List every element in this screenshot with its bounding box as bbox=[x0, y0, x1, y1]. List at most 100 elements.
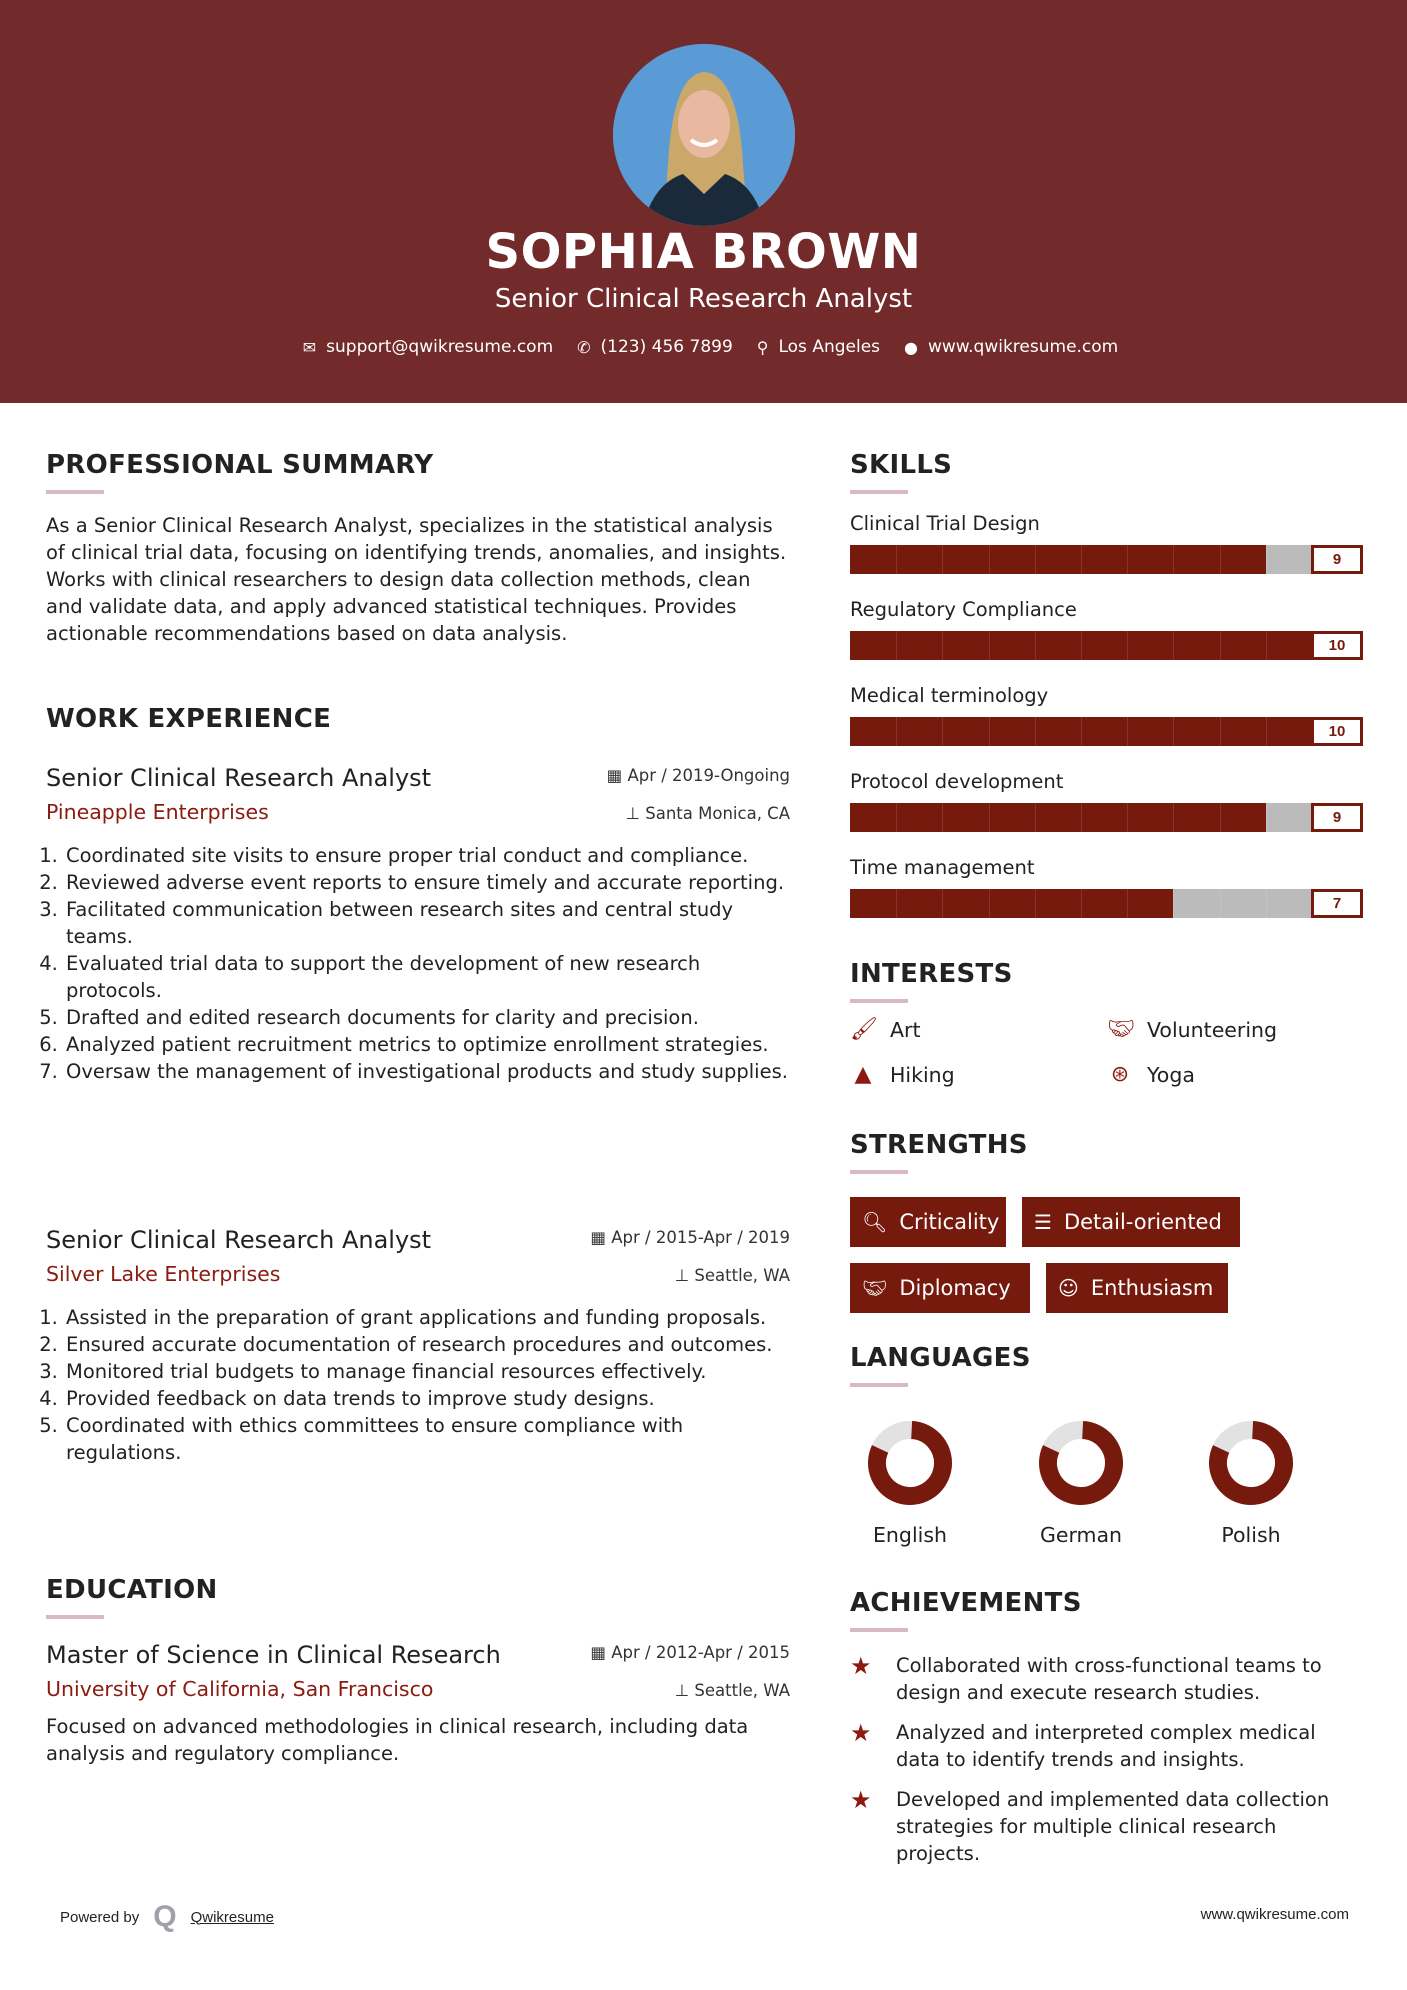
experience-section: WORK EXPERIENCE bbox=[46, 704, 790, 734]
calendar-icon: ▦ bbox=[606, 766, 628, 785]
bullet-item: Oversaw the management of investigationa… bbox=[64, 1058, 790, 1085]
bar-segment-divider bbox=[1081, 803, 1082, 832]
achievement-text: Developed and implemented data collectio… bbox=[896, 1788, 1330, 1865]
interest-hiking: ▲ Hiking bbox=[850, 1062, 955, 1087]
bar-segment-divider bbox=[988, 545, 990, 574]
bullet-item: Coordinated site visits to ensure proper… bbox=[64, 842, 790, 869]
bar-fill bbox=[850, 631, 1312, 660]
bar-segment-divider bbox=[1127, 803, 1129, 832]
bar-segment-divider bbox=[1265, 717, 1267, 746]
bar-segment-divider bbox=[1265, 631, 1267, 660]
bar-segment-divider bbox=[1219, 717, 1221, 746]
profile-photo bbox=[613, 44, 795, 226]
bullet-item: Reviewed adverse event reports to ensure… bbox=[64, 869, 790, 896]
bar-segment-divider bbox=[1173, 545, 1175, 574]
job-bullets: Assisted in the preparation of grant app… bbox=[46, 1304, 790, 1466]
skill-bar: 10 bbox=[850, 631, 1363, 660]
contact-phone[interactable]: (123) 456 7899 bbox=[600, 337, 733, 357]
calendar-icon: ▦ bbox=[590, 1228, 612, 1247]
bullet-item: Analyzed patient recruitment metrics to … bbox=[64, 1031, 790, 1058]
strength-tag: 🔍︎ Criticality bbox=[850, 1197, 1006, 1247]
contact-email[interactable]: support@qwikresume.com bbox=[326, 337, 554, 357]
bar-segment-divider bbox=[1081, 545, 1082, 574]
candidate-name: SOPHIA BROWN bbox=[485, 224, 922, 280]
strength-tag: ☰ Detail-oriented bbox=[1022, 1197, 1240, 1247]
skill-item: Regulatory Compliance 10 bbox=[850, 598, 1363, 684]
location-text: Seattle, WA bbox=[694, 1266, 790, 1285]
skill-score: 9 bbox=[1311, 803, 1363, 832]
achievement-text: Analyzed and interpreted complex medical… bbox=[896, 1721, 1316, 1771]
heading-underline bbox=[46, 490, 104, 494]
section-heading: STRENGTHS bbox=[850, 1130, 1028, 1160]
date-text: Apr / 2012-Apr / 2015 bbox=[611, 1643, 790, 1662]
bar-segment-divider bbox=[1219, 803, 1221, 832]
bar-segment-divider bbox=[942, 545, 944, 574]
language-label: Polish bbox=[1221, 1523, 1281, 1547]
bar-segment-divider bbox=[942, 889, 944, 918]
achievement-item: ★ Collaborated with cross-functional team… bbox=[850, 1652, 1363, 1706]
skill-item: Medical terminology 10 bbox=[850, 684, 1363, 770]
donut-fill-english bbox=[868, 1421, 952, 1505]
achievements-section: ACHIEVEMENTS ★ Collaborated with cross-fu… bbox=[850, 1588, 1363, 1888]
interest-label: Hiking bbox=[890, 1062, 955, 1087]
section-heading: WORK EXPERIENCE bbox=[46, 704, 332, 734]
strength-tag: 🤝︎ Diplomacy bbox=[850, 1263, 1030, 1313]
bar-segment-divider bbox=[1034, 717, 1036, 746]
bullet-item: Drafted and edited research documents fo… bbox=[64, 1004, 790, 1031]
section-heading: SKILLS bbox=[850, 450, 953, 480]
calendar-icon: ▦ bbox=[590, 1643, 612, 1662]
section-heading: EDUCATION bbox=[46, 1575, 218, 1605]
company-name: Pineapple Enterprises bbox=[46, 800, 269, 824]
interests-section: INTERESTS 🖌︎ Art 🤝︎ Volunteering ▲ Hiking ⊛… bbox=[850, 959, 1363, 1109]
bar-segment-divider bbox=[1034, 803, 1036, 832]
star-icon: ★ bbox=[850, 1652, 872, 1680]
pin-icon: ⊥ bbox=[625, 804, 646, 823]
job-title: Senior Clinical Research Analyst bbox=[46, 1226, 432, 1254]
skills-section: SKILLS Clinical Trial Design 9 Regulatory … bbox=[850, 450, 1363, 942]
globe-icon: ● bbox=[904, 337, 918, 357]
contact-website[interactable]: www.qwikresume.com bbox=[927, 337, 1119, 357]
skill-name: Protocol development bbox=[850, 770, 1064, 793]
bullet-item: Provided feedback on data trends to impr… bbox=[64, 1385, 790, 1412]
bullet-item: Evaluated trial data to support the deve… bbox=[64, 950, 790, 1004]
pin-icon: ⊥ bbox=[674, 1266, 695, 1285]
education-date: ▦ Apr / 2012-Apr / 2015 bbox=[590, 1643, 790, 1662]
list-icon: ☰ bbox=[1034, 1210, 1052, 1234]
heading-underline bbox=[850, 999, 908, 1003]
job-title: Senior Clinical Research Analyst bbox=[46, 764, 432, 792]
bar-segment-divider bbox=[1127, 545, 1129, 574]
star-icon: ★ bbox=[850, 1719, 872, 1747]
brand-link[interactable]: Qwikresume bbox=[190, 1908, 274, 1926]
skill-item: Protocol development 9 bbox=[850, 770, 1363, 856]
donut-fill-german bbox=[1039, 1421, 1123, 1505]
job-entry: Senior Clinical Research Analyst ▦ Apr / … bbox=[46, 1226, 790, 1466]
skill-score: 10 bbox=[1311, 717, 1363, 746]
interest-art: 🖌︎ Art bbox=[850, 1017, 921, 1042]
date-text: Apr / 2019-Ongoing bbox=[627, 766, 790, 785]
education-location: ⊥ Seattle, WA bbox=[675, 1681, 790, 1700]
skill-item: Clinical Trial Design 9 bbox=[850, 512, 1363, 598]
bar-segment-divider bbox=[1081, 717, 1082, 746]
footer-website[interactable]: www.qwikresume.com bbox=[1200, 1906, 1349, 1923]
bar-fill bbox=[850, 889, 1174, 918]
education-section: EDUCATION Master of Science in Clinical … bbox=[46, 1575, 790, 1767]
job-date: ▦ Apr / 2015-Apr / 2019 bbox=[590, 1228, 790, 1247]
tree-icon: ▲ bbox=[854, 1062, 872, 1087]
bar-segment-divider bbox=[1219, 631, 1221, 660]
job-location: ⊥ Santa Monica, CA bbox=[626, 804, 790, 823]
bar-segment-divider bbox=[1081, 889, 1082, 918]
language-label: German bbox=[1039, 1523, 1123, 1547]
bar-segment-divider bbox=[896, 803, 898, 832]
job-location: ⊥ Seattle, WA bbox=[675, 1266, 790, 1285]
handshake-icon: 🤝︎ bbox=[1107, 1017, 1135, 1042]
heading-underline bbox=[46, 1615, 104, 1619]
skill-name: Clinical Trial Design bbox=[850, 512, 1040, 535]
bar-segment-divider bbox=[1173, 803, 1175, 832]
achievement-text: Collaborated with cross-functional teams… bbox=[896, 1654, 1322, 1704]
powered-by-text: Powered by bbox=[60, 1908, 140, 1926]
bullet-item: Monitored trial budgets to manage financ… bbox=[64, 1358, 790, 1385]
bar-segment-divider bbox=[988, 631, 990, 660]
skill-score: 9 bbox=[1311, 545, 1363, 574]
bar-segment-divider bbox=[942, 717, 944, 746]
section-heading: INTERESTS bbox=[850, 959, 1013, 989]
